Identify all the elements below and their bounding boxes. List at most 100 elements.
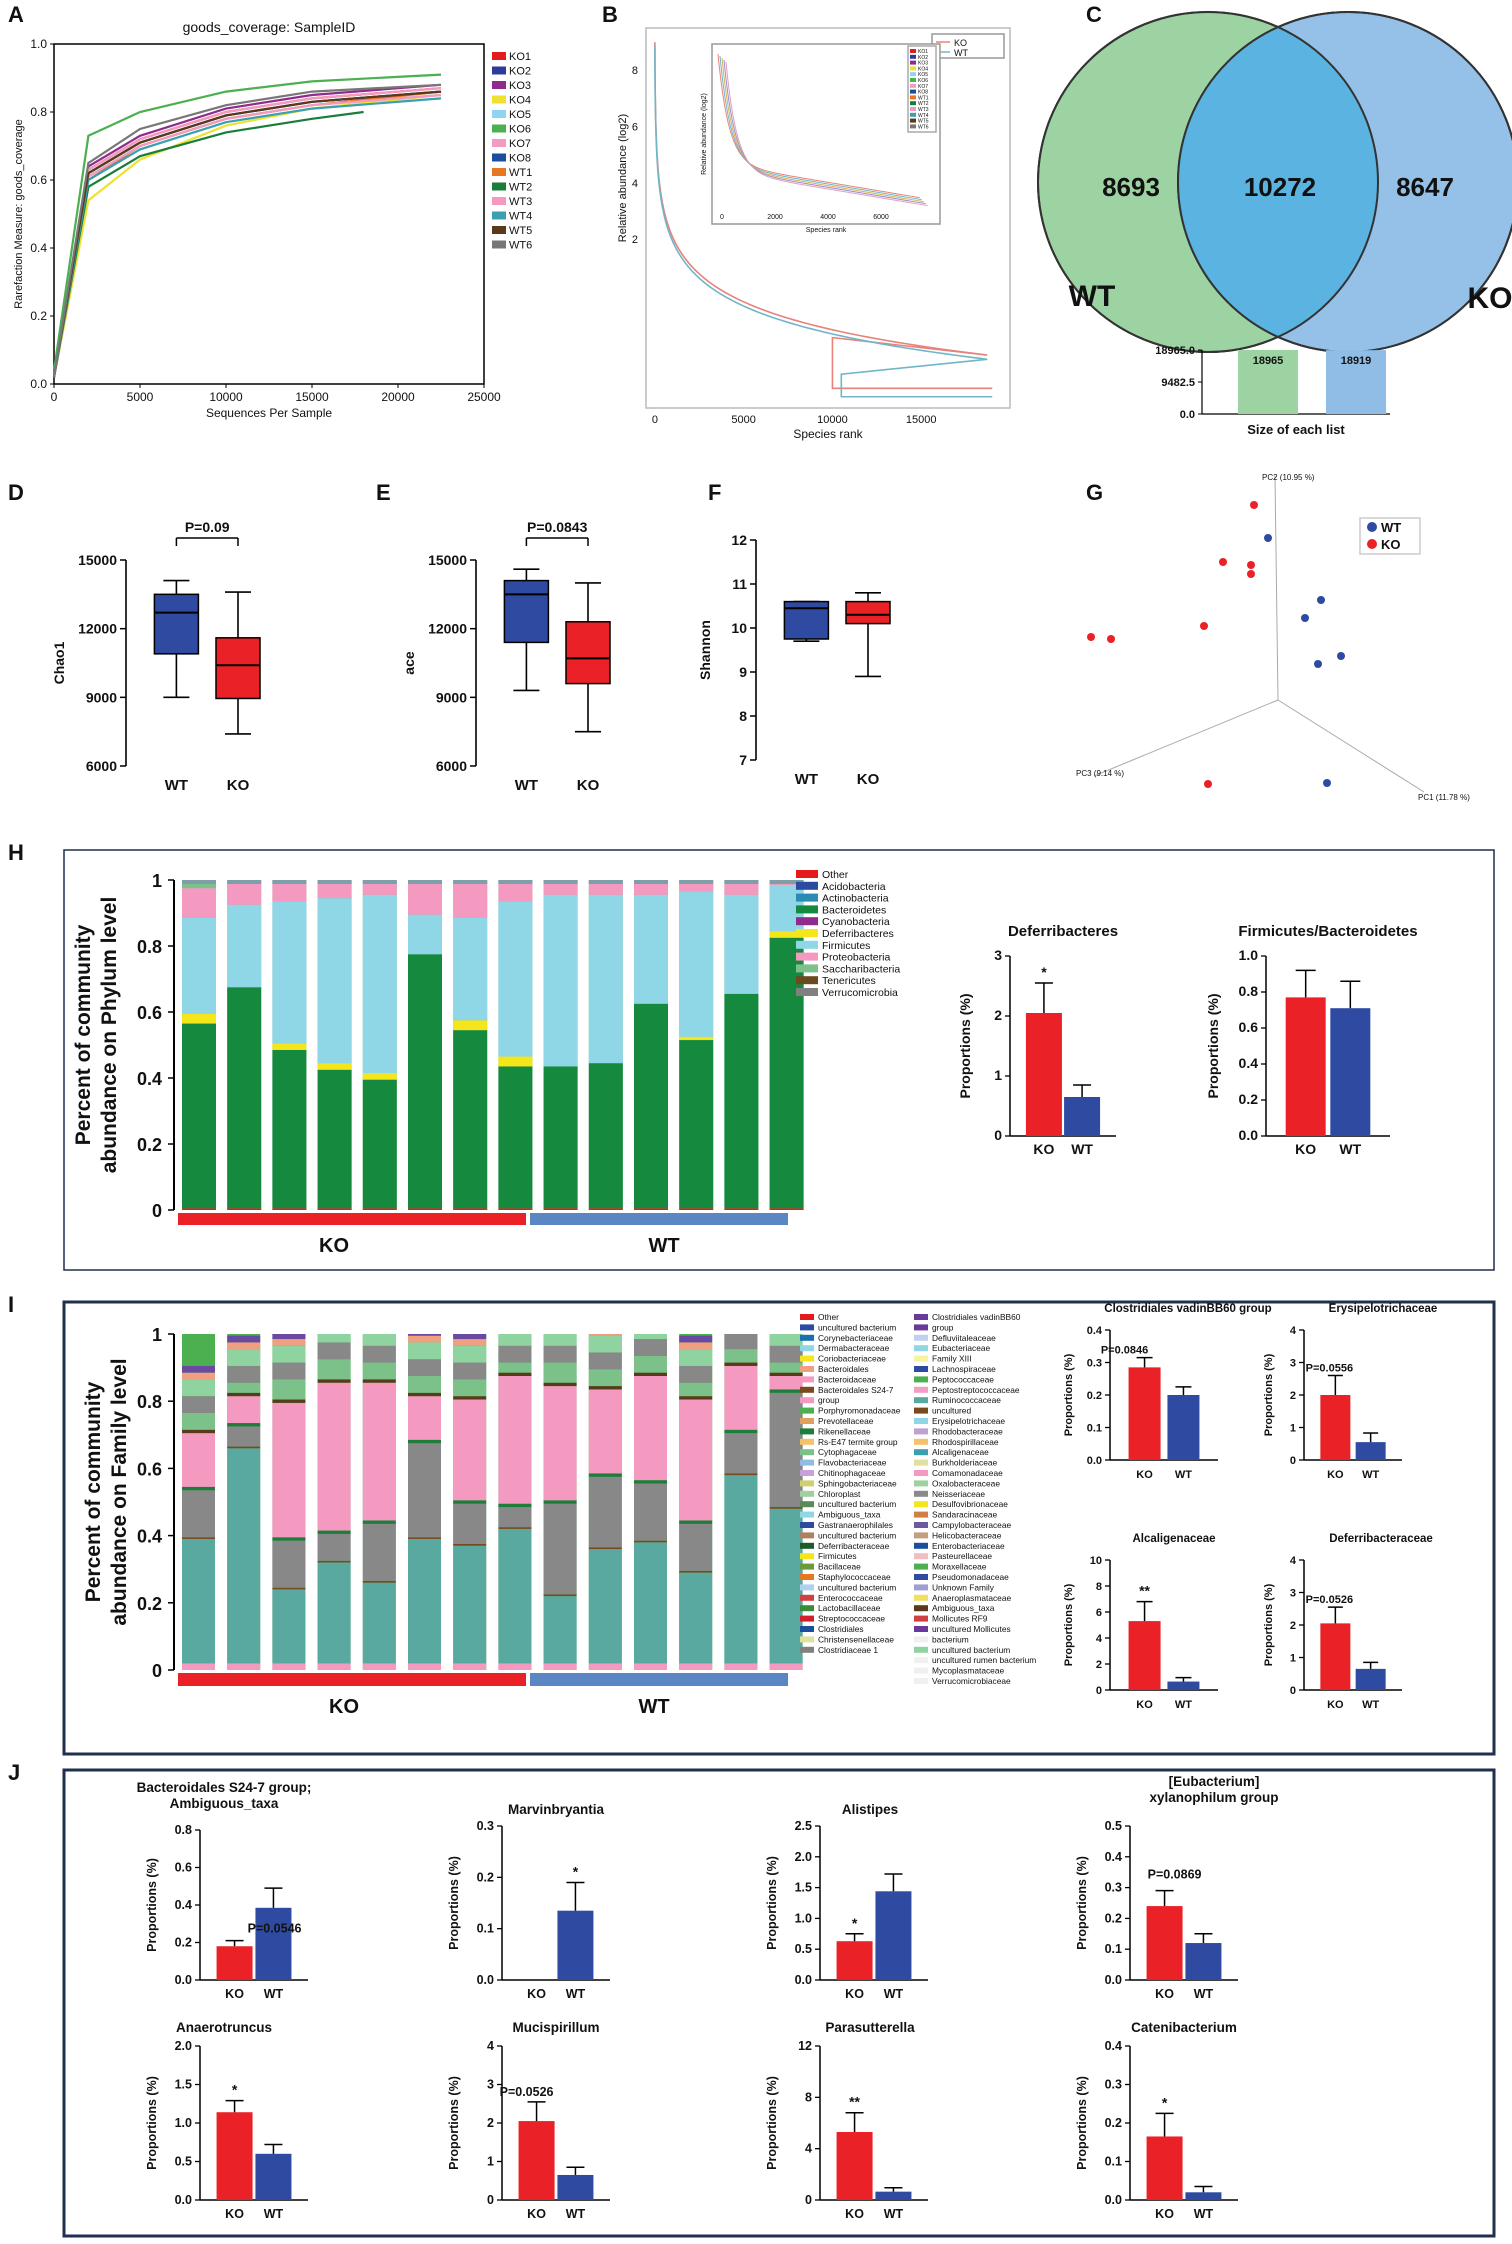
group-bar-ko (178, 1213, 526, 1225)
legend-swatch (796, 881, 818, 890)
y-tick-label: 4 (805, 2142, 812, 2156)
y-tick-label: 4 (1290, 1325, 1297, 1337)
y-tick-label: 0.2 (137, 1135, 162, 1155)
bar-segment (634, 1355, 667, 1373)
bar-segment (272, 901, 307, 1044)
bar-segment (453, 1334, 487, 1340)
y-tick-label: 1 (1290, 1423, 1296, 1435)
pc-axis (1274, 475, 1279, 701)
y-tick-label: 0 (1096, 1685, 1102, 1697)
bar-segment (227, 1448, 261, 1664)
bar-segment-top (272, 880, 307, 884)
bar-chart-J5: 0.0 0.5 1.0 1.5 2.0 KO * WT Anaerotruncus Proport… (145, 2020, 308, 2221)
x-tick-label: 0 (51, 390, 58, 404)
bar-segment (588, 1369, 622, 1387)
legend-label: Dermabacteraceae (818, 1343, 890, 1353)
y-tick-label: 0 (1290, 1455, 1296, 1467)
significance-star: * (573, 1863, 579, 1879)
panel-frame (62, 1768, 1496, 2238)
x-tick-label: WT (1194, 2207, 1214, 2221)
bar-segment (724, 1208, 759, 1210)
legend-label: WT (954, 48, 968, 58)
legend-label: Porphyromonadaceae (818, 1406, 901, 1416)
inset-x-tick-label: 4000 (820, 214, 836, 221)
inset-x-tick-label: 2000 (767, 214, 783, 221)
y-tick-label: 6 (632, 122, 638, 134)
bar-segment (724, 1663, 758, 1670)
bar-segment (724, 894, 759, 994)
bar-segment (724, 993, 759, 1209)
list-size-bar (1238, 350, 1298, 414)
legend-label: Deferribacteraceae (818, 1541, 890, 1551)
legend-label: Bacteroidales S24-7 (818, 1385, 894, 1395)
x-tick-label: WT (264, 2207, 284, 2221)
legend-swatch (914, 1428, 928, 1435)
box-ko (565, 621, 611, 685)
x-tick-label: KO (225, 1987, 244, 2001)
bar-chart-J6: 0 1 2 3 4 KO WT P=0.0526 Mucispirillum Proportion… (447, 2020, 610, 2221)
legend-swatch (492, 168, 506, 176)
legend-swatch (914, 1438, 928, 1445)
chart-title: Erysipelotrichaceae (1329, 1303, 1438, 1315)
chart-title: Alcaligenaceae (1132, 1533, 1215, 1545)
inset-legend-label: WT5 (918, 119, 929, 125)
legend-label: bacterium (932, 1634, 969, 1644)
x-tick-label: KO (1136, 1469, 1153, 1481)
bar-segment (634, 1542, 667, 1664)
x-tick-label: 15000 (295, 390, 329, 404)
sample-point-ko (1204, 780, 1212, 788)
y-tick-label: 0.2 (30, 309, 47, 323)
bar-segment (679, 1342, 713, 1350)
inset-legend-label: WT4 (918, 113, 929, 119)
legend-label: Other (818, 1312, 839, 1322)
bar-segment (588, 1352, 622, 1370)
y-tick-label: 0.3 (1087, 1358, 1102, 1370)
y-tick-label: 4 (1096, 1633, 1103, 1645)
bar-chart-H3: 0.0 0.2 0.4 0.6 0.8 1.0 KO WT Firmicutes/Bactero… (1205, 923, 1418, 1157)
x-tick-label: 15000 (906, 414, 937, 426)
bar-segment (362, 1582, 396, 1664)
bar-segment (453, 1399, 487, 1501)
x-tick-label: WT (1071, 1141, 1093, 1157)
legend-swatch (800, 1449, 814, 1456)
legend-swatch (914, 1386, 928, 1393)
legend-swatch (800, 1334, 814, 1341)
y-tick-label: 0.4 (1105, 2039, 1122, 2053)
venn-intersection (1177, 27, 1379, 337)
bar-segment (317, 898, 352, 1064)
bar-segment (453, 1545, 487, 1664)
legend-swatch (492, 226, 506, 234)
y-tick-label: 1.0 (30, 37, 47, 51)
inset-legend-swatch (910, 101, 916, 106)
bar-segment (317, 1069, 352, 1209)
y-axis-label: Proportions (%) (957, 994, 973, 1099)
y-tick-label: 1 (1290, 1653, 1296, 1665)
legend-label: Eubacteriaceae (932, 1343, 991, 1353)
box-plot-E: 6000 9000 12000 15000 ace WT KO P=0.0843 (401, 519, 611, 794)
bar-segment (227, 1365, 261, 1383)
panel-frame (63, 849, 1495, 1271)
chart-title: Deferribacteres (1008, 923, 1118, 940)
y-axis-label: Proportions (%) (1263, 1353, 1275, 1436)
bar-segment-top (498, 880, 533, 884)
legend-label: Desulfovibrionaceae (932, 1499, 1008, 1509)
bar-segment (588, 1335, 622, 1353)
sample-point-wt (1264, 534, 1272, 542)
y-tick-label: 9482.5 (1161, 377, 1195, 389)
bar-segment (453, 1030, 488, 1209)
y-tick-label: 0.5 (175, 2155, 192, 2169)
y-tick-label: 3 (487, 2078, 494, 2092)
legend-label: Clostridiales vadinBB60 (932, 1312, 1021, 1322)
legend-swatch (492, 139, 506, 147)
bar-segment (362, 1208, 397, 1210)
legend-swatch (800, 1605, 814, 1612)
chart-title: Clostridiales vadinBB60 group (1104, 1303, 1271, 1315)
legend-marker-wt (1367, 522, 1377, 532)
inset-legend-swatch (910, 49, 916, 53)
y-tick-label: 0.0 (175, 1973, 192, 1987)
legend-swatch (796, 929, 818, 937)
legend-swatch (492, 197, 506, 205)
bar-wt (557, 2174, 594, 2200)
bar-segment (634, 1376, 667, 1481)
legend-swatch (914, 1522, 928, 1528)
